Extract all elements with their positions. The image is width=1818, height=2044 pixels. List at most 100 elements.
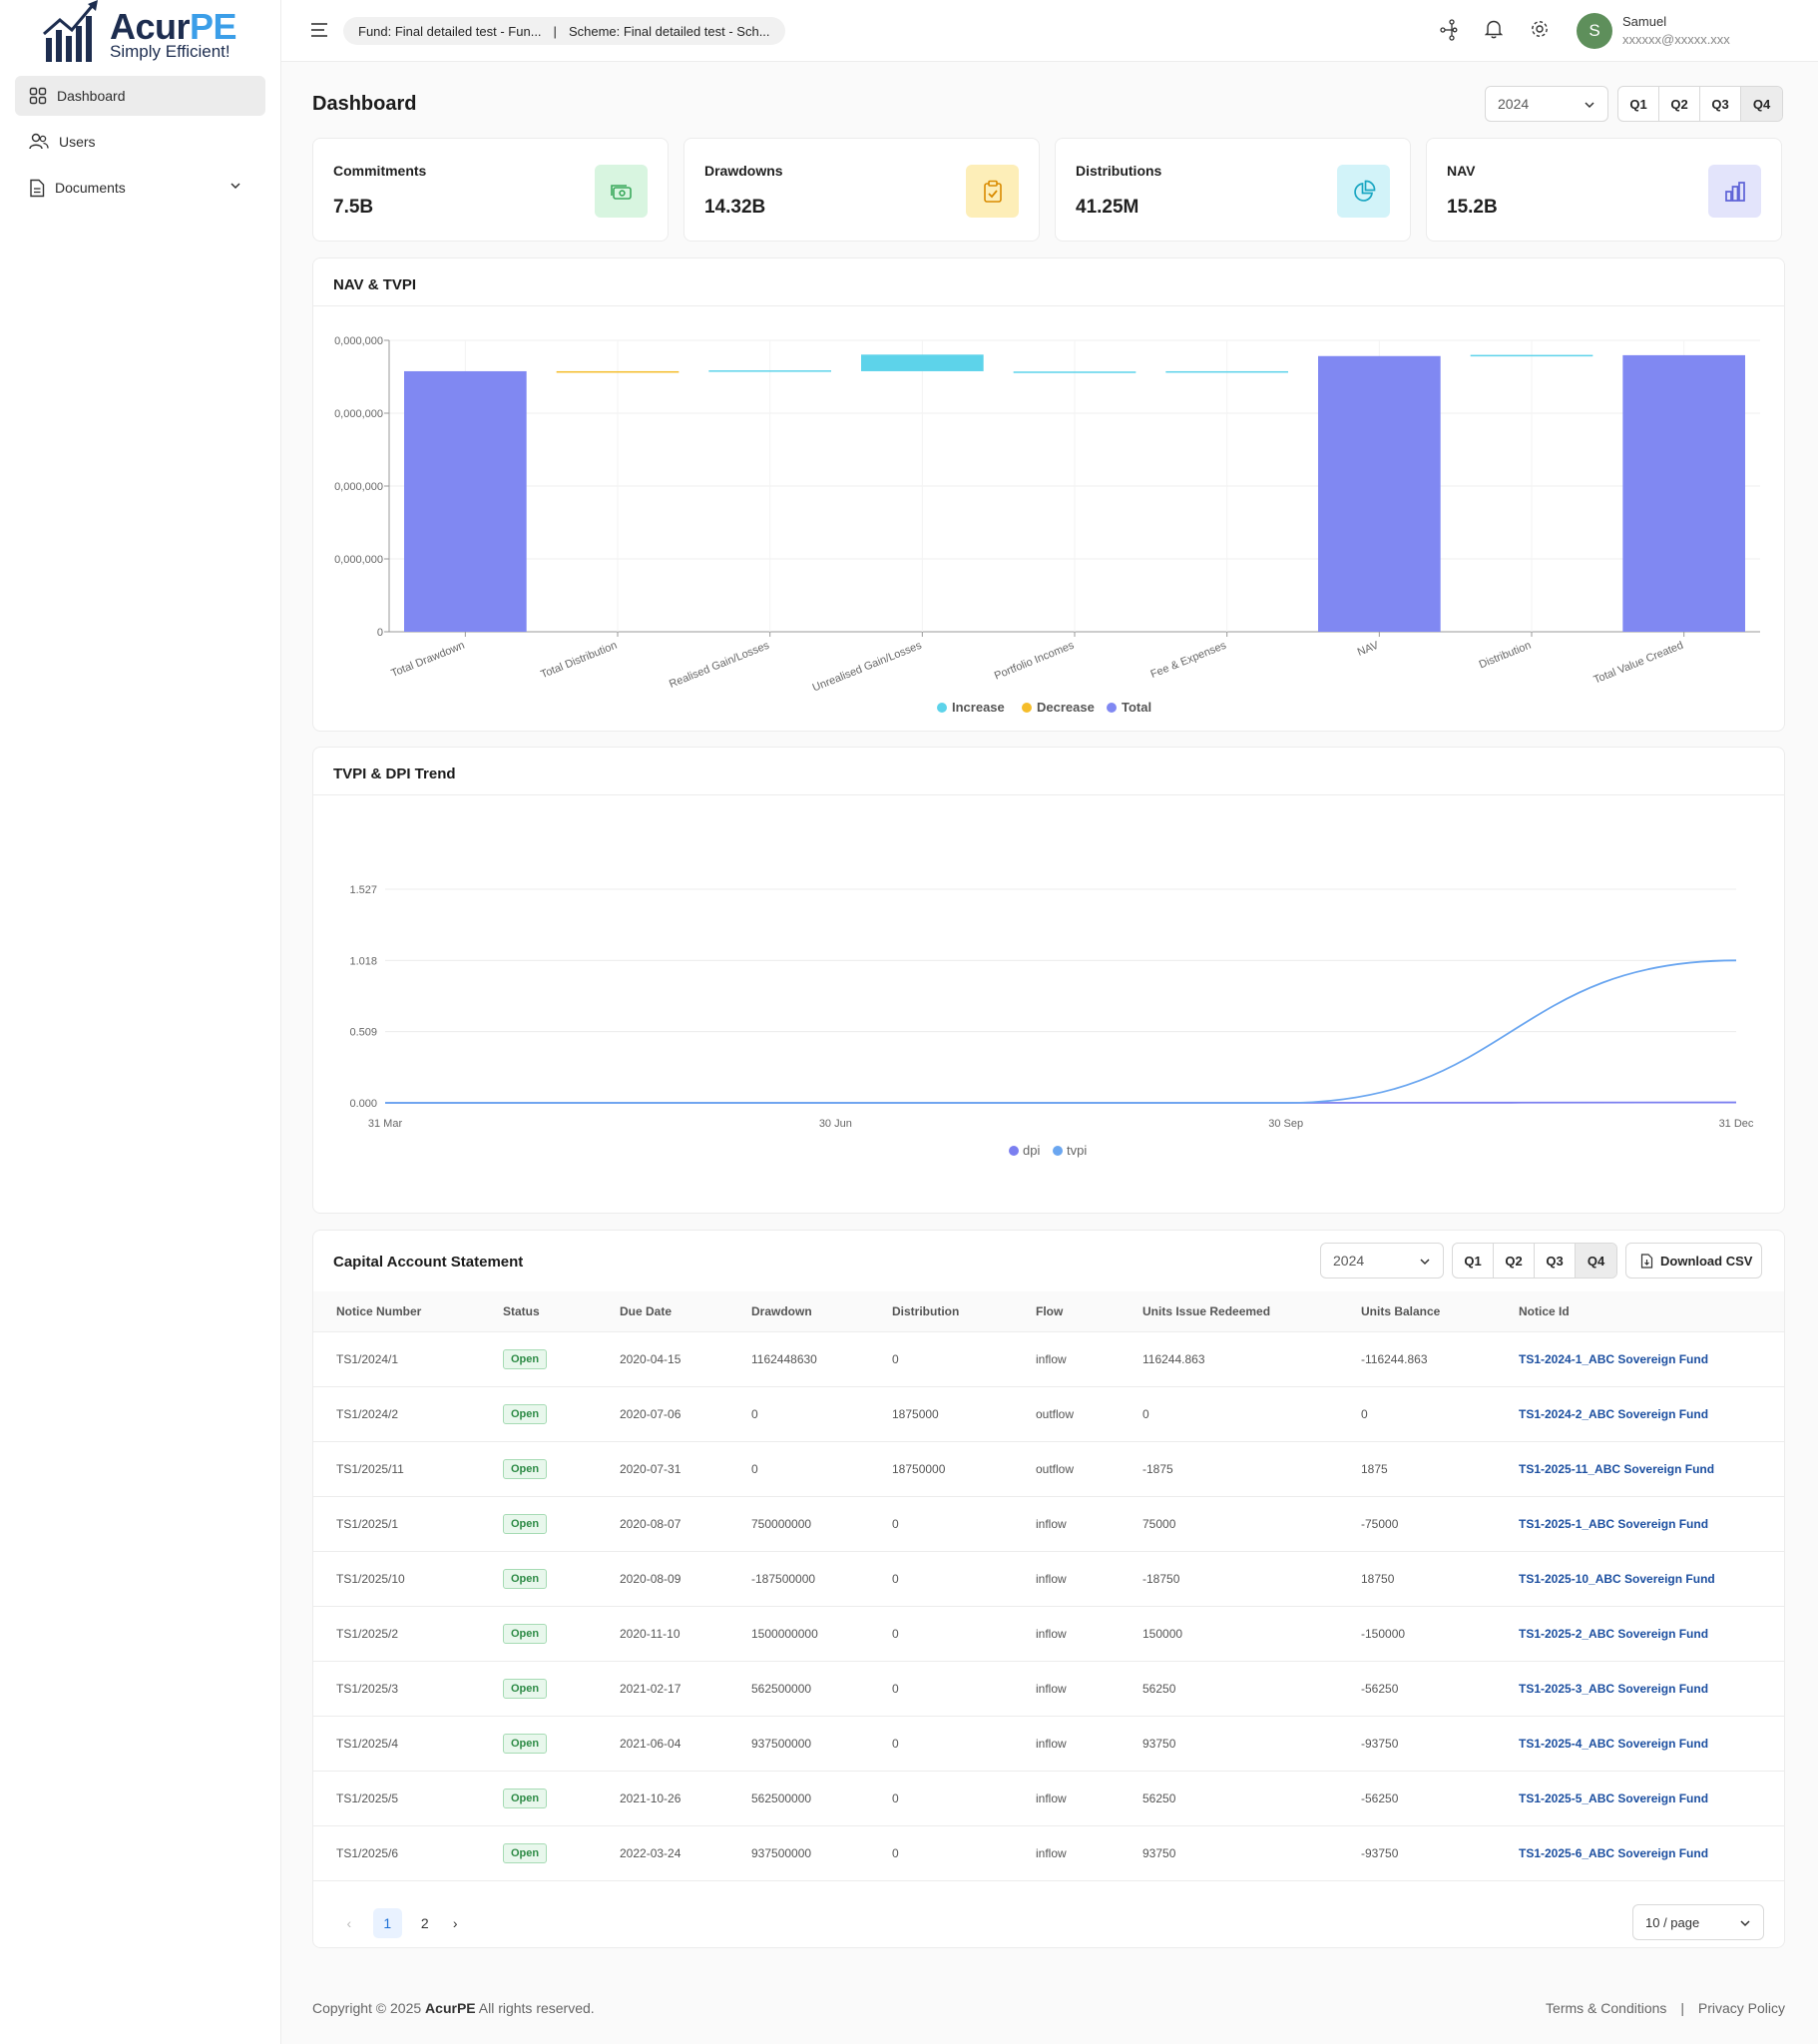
y-tick-label: 1.527 xyxy=(349,884,377,896)
legend-swatch xyxy=(1053,1146,1063,1156)
fund-scheme-selector[interactable]: Fund: Final detailed test - Fun... | Sch… xyxy=(343,17,785,45)
quarter-q3-button[interactable]: Q3 xyxy=(1700,87,1741,121)
table-row[interactable]: TS1/2024/1 Open 2020-04-15 1162448630 0 inflo… xyxy=(313,1331,1784,1387)
notice-id-link[interactable]: TS1-2025-4_ABC Sovereign Fund xyxy=(1519,1736,1709,1751)
table-cell: 2021-10-26 xyxy=(597,1771,728,1826)
column-header[interactable]: Flow xyxy=(1013,1291,1120,1332)
year-select-value: 2024 xyxy=(1498,96,1530,112)
column-header[interactable]: Units Balance xyxy=(1338,1291,1496,1332)
divider xyxy=(313,794,1784,795)
share-icon[interactable] xyxy=(1439,19,1459,41)
quarter-q1-button[interactable]: Q1 xyxy=(1618,87,1659,121)
table-cell: 1875 xyxy=(1338,1441,1496,1497)
page-2-button[interactable]: 2 xyxy=(420,1915,429,1931)
column-header[interactable]: Status xyxy=(480,1291,597,1332)
waterfall-bar xyxy=(861,354,984,371)
cas-table: Notice Number Status Due Date Drawdown D… xyxy=(313,1291,1784,1881)
column-header[interactable]: Due Date xyxy=(597,1291,728,1332)
quarter-q2-button[interactable]: Q2 xyxy=(1659,87,1700,121)
brand-logo[interactable]: AcurPE Simply Efficient! xyxy=(42,0,251,66)
x-tick-label: Realised Gain/Losses xyxy=(668,639,771,690)
column-header[interactable]: Distribution xyxy=(869,1291,1013,1332)
table-row[interactable]: TS1/2024/2 Open 2020-07-06 0 1875000 outflow 0… xyxy=(313,1386,1784,1442)
y-tick-label: 0.509 xyxy=(349,1027,377,1039)
table-header-row: Notice Number Status Due Date Drawdown D… xyxy=(313,1291,1784,1332)
x-tick-label: NAV xyxy=(1356,639,1381,659)
sidebar-item-users[interactable]: Users xyxy=(15,122,265,162)
notice-id-link[interactable]: TS1-2025-3_ABC Sovereign Fund xyxy=(1519,1681,1709,1696)
table-cell: inflow xyxy=(1013,1825,1120,1881)
scheme-label: Scheme: Final detailed test - Sch... xyxy=(568,23,770,39)
column-header[interactable]: Drawdown xyxy=(728,1291,869,1332)
status-badge: Open xyxy=(503,1678,548,1699)
column-header[interactable]: Units Issue Redeemed xyxy=(1120,1291,1338,1332)
table-cell: 93750 xyxy=(1120,1716,1338,1772)
table-row[interactable]: TS1/2025/6 Open 2022-03-24 937500000 0 inflow… xyxy=(313,1825,1784,1881)
table-cell: TS1-2024-2_ABC Sovereign Fund xyxy=(1496,1386,1784,1442)
table-cell: 2020-07-06 xyxy=(597,1386,728,1442)
table-row[interactable]: TS1/2025/2 Open 2020-11-10 1500000000 0 inflo… xyxy=(313,1606,1784,1662)
avatar[interactable]: S xyxy=(1577,13,1612,49)
table-cell: -56250 xyxy=(1338,1771,1496,1826)
page-1-button[interactable]: 1 xyxy=(372,1908,402,1938)
table-row[interactable]: TS1/2025/3 Open 2021-02-17 562500000 0 inflow… xyxy=(313,1661,1784,1717)
sidebar-item-documents[interactable]: Documents xyxy=(15,168,265,208)
download-csv-button[interactable]: Download CSV xyxy=(1625,1243,1762,1278)
notice-id-link[interactable]: TS1-2025-6_ABC Sovereign Fund xyxy=(1519,1845,1709,1860)
x-tick-label: Total Value Created xyxy=(1591,640,1684,687)
table-cell: Open xyxy=(480,1716,597,1772)
footer-links: Terms & Conditions | Privacy Policy xyxy=(1546,2000,1785,2016)
nav-card: NAV 15.2B xyxy=(1426,138,1782,242)
table-cell: 2021-02-17 xyxy=(597,1661,728,1717)
panel-title: TVPI & DPI Trend xyxy=(333,766,456,782)
notice-id-link[interactable]: TS1-2025-5_ABC Sovereign Fund xyxy=(1519,1790,1709,1805)
next-page-button[interactable]: › xyxy=(452,1915,458,1931)
terms-link[interactable]: Terms & Conditions xyxy=(1546,2000,1667,2016)
table-cell: TS1/2025/5 xyxy=(313,1771,480,1826)
table-cell: 2020-07-31 xyxy=(597,1441,728,1497)
notice-id-link[interactable]: TS1-2024-1_ABC Sovereign Fund xyxy=(1519,1351,1709,1366)
table-cell: Open xyxy=(480,1496,597,1552)
prev-page-button[interactable]: ‹ xyxy=(346,1915,352,1931)
table-row[interactable]: TS1/2025/11 Open 2020-07-31 0 18750000 outflo… xyxy=(313,1441,1784,1497)
quarter-q3-button[interactable]: Q3 xyxy=(1535,1244,1576,1278)
privacy-link[interactable]: Privacy Policy xyxy=(1697,2000,1785,2016)
quarter-q4-button[interactable]: Q4 xyxy=(1576,1244,1616,1278)
quarter-q2-button[interactable]: Q2 xyxy=(1494,1244,1535,1278)
table-row[interactable]: TS1/2025/1 Open 2020-08-07 750000000 0 inflow… xyxy=(313,1496,1784,1552)
quarter-q4-button[interactable]: Q4 xyxy=(1741,87,1782,121)
gear-icon[interactable] xyxy=(1530,19,1550,39)
notice-id-link[interactable]: TS1-2025-10_ABC Sovereign Fund xyxy=(1519,1571,1715,1586)
year-select[interactable]: 2024 xyxy=(1485,86,1608,122)
table-cell: 0 xyxy=(869,1496,1013,1552)
table-row[interactable]: TS1/2025/4 Open 2021-06-04 937500000 0 inflow… xyxy=(313,1716,1784,1772)
bell-icon[interactable] xyxy=(1485,19,1503,39)
table-row[interactable]: TS1/2025/5 Open 2021-10-26 562500000 0 inflow… xyxy=(313,1771,1784,1826)
notice-id-link[interactable]: TS1-2025-1_ABC Sovereign Fund xyxy=(1519,1516,1709,1531)
legend-swatch xyxy=(937,703,947,713)
table-cell: 562500000 xyxy=(728,1771,869,1826)
sidebar-item-dashboard[interactable]: Dashboard xyxy=(15,76,265,116)
column-header[interactable]: Notice Number xyxy=(313,1291,480,1332)
waterfall-bar xyxy=(1318,355,1441,632)
notice-id-link[interactable]: TS1-2025-2_ABC Sovereign Fund xyxy=(1519,1626,1709,1641)
quarter-q1-button[interactable]: Q1 xyxy=(1453,1244,1494,1278)
table-row[interactable]: TS1/2025/10 Open 2020-08-09 -187500000 0 infl… xyxy=(313,1551,1784,1607)
card-value: 14.32B xyxy=(704,197,766,218)
notice-id-link[interactable]: TS1-2024-2_ABC Sovereign Fund xyxy=(1519,1406,1709,1421)
user-email: xxxxxx@xxxxx.xxx xyxy=(1622,32,1730,47)
x-tick-label: 30 Jun xyxy=(819,1118,852,1130)
table-cell: -75000 xyxy=(1338,1496,1496,1552)
cas-year-select[interactable]: 2024 xyxy=(1320,1243,1444,1278)
download-csv-label: Download CSV xyxy=(1660,1253,1753,1269)
column-header[interactable]: Notice Id xyxy=(1496,1291,1784,1332)
menu-icon[interactable] xyxy=(310,22,328,38)
waterfall-bar xyxy=(1470,354,1593,357)
table-cell: TS1/2025/2 xyxy=(313,1606,480,1662)
table-cell: 56250 xyxy=(1120,1661,1338,1717)
legend-swatch xyxy=(1022,703,1032,713)
notice-id-link[interactable]: TS1-2025-11_ABC Sovereign Fund xyxy=(1519,1461,1715,1476)
page-size-select[interactable]: 10 / page xyxy=(1632,1904,1764,1940)
table-cell: TS1-2025-2_ABC Sovereign Fund xyxy=(1496,1606,1784,1662)
table-cell: 2022-03-24 xyxy=(597,1825,728,1881)
